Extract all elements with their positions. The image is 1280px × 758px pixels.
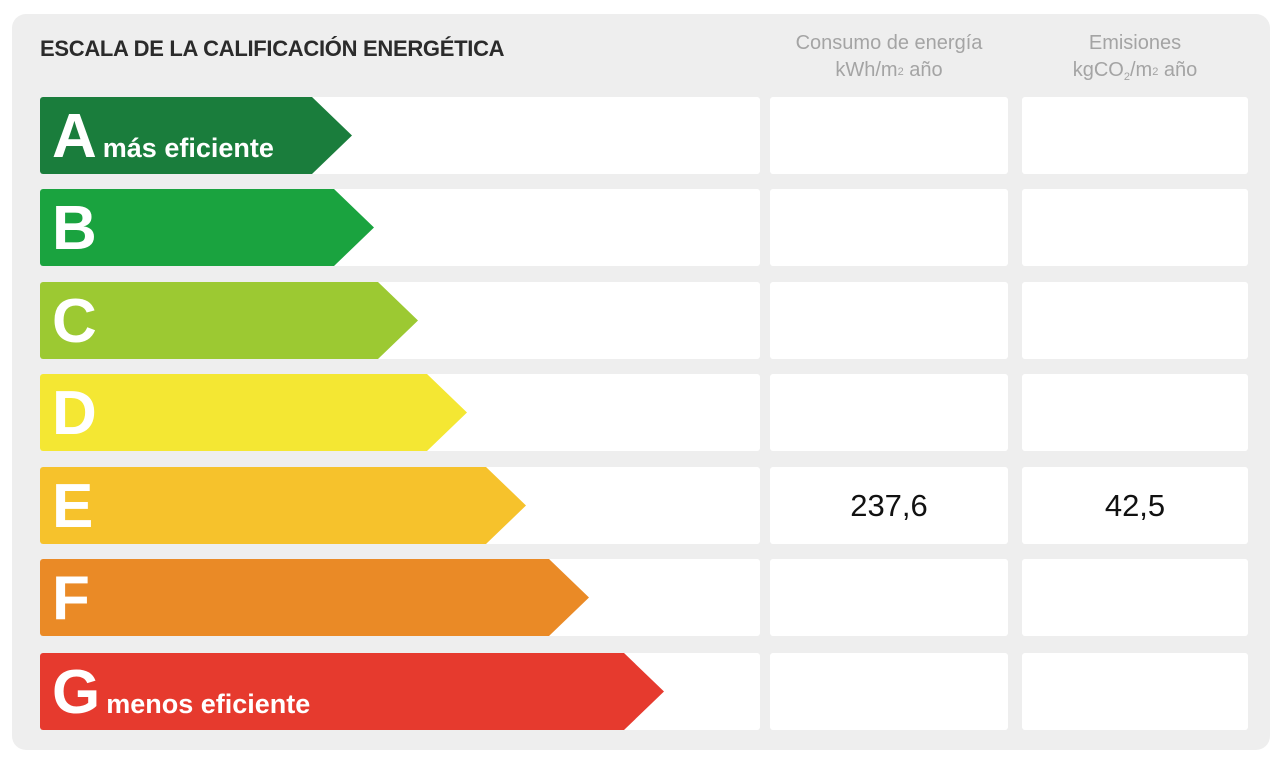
emisiones-value-f	[1022, 559, 1248, 636]
emisiones-value-c	[1022, 282, 1248, 359]
emisiones-value-g	[1022, 653, 1248, 730]
rating-sublabel-g: menos eficiente	[106, 689, 311, 719]
rating-arrow-b: B	[40, 189, 374, 266]
rating-letter-e: E	[52, 472, 94, 541]
consumo-value-f	[770, 559, 1008, 636]
rating-letter-a: A	[52, 102, 97, 171]
consumo-header-unit: kWh/m2 año	[835, 59, 943, 81]
emisiones-value-e: 42,5	[1022, 467, 1248, 544]
emisiones-value-a	[1022, 97, 1248, 174]
consumo-value-g	[770, 653, 1008, 730]
rating-letter-b: B	[52, 194, 97, 263]
rating-letter-c: C	[52, 287, 97, 356]
consumo-value-e: 237,6	[770, 467, 1008, 544]
column-header-consumo: Consumo de energía kWh/m2 año	[770, 30, 1008, 84]
rating-letter-g: G	[52, 658, 101, 727]
rating-arrow-g: G menos eficiente	[40, 653, 664, 730]
rating-arrow-f: F	[40, 559, 589, 636]
rating-letter-f: F	[52, 564, 90, 633]
rating-arrow-e: E	[40, 467, 526, 544]
column-header-emisiones: Emisiones kgCO2/m2 año	[1022, 30, 1248, 87]
rating-arrow-c: C	[40, 282, 418, 359]
consumo-value-c	[770, 282, 1008, 359]
emisiones-value-b	[1022, 189, 1248, 266]
rating-sublabel-a: más eficiente	[102, 133, 274, 163]
rating-arrow-a: A más eficiente	[40, 97, 352, 174]
consumo-value-a	[770, 97, 1008, 174]
emisiones-value-d	[1022, 374, 1248, 451]
consumo-value-b	[770, 189, 1008, 266]
consumo-header-label: Consumo de energía	[795, 32, 983, 54]
consumo-value-d	[770, 374, 1008, 451]
rating-letter-d: D	[52, 379, 97, 448]
emisiones-header-unit: kgCO2/m2 año	[1072, 59, 1198, 83]
emisiones-header-label: Emisiones	[1088, 32, 1182, 54]
scale-title: ESCALA DE LA CALIFICACIÓN ENERGÉTICA	[40, 36, 505, 61]
rating-arrow-d: D	[40, 374, 467, 451]
